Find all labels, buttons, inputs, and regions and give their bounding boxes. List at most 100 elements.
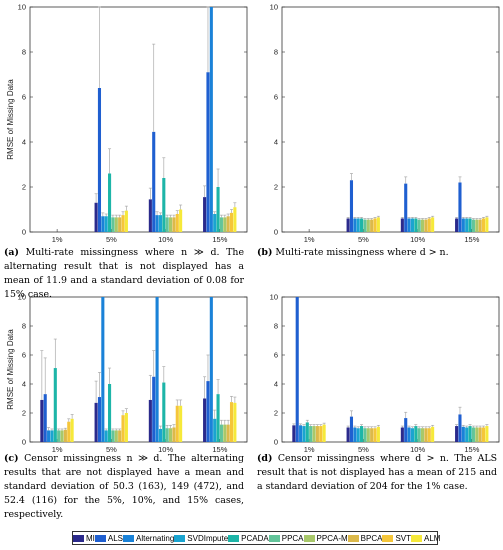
bar-mi [455,218,459,232]
bar-alternating [155,297,159,442]
bar-alternating [353,427,357,442]
y-tick-label: 4 [22,138,26,147]
legend-item-alm: ALM [411,534,440,543]
y-tick-label: 10 [18,3,26,12]
bar-mi [203,398,207,442]
x-tick-label: 5% [106,445,117,454]
y-tick-label: 8 [274,48,278,57]
bar-ppca [165,217,169,232]
bar-pcada [305,422,309,442]
bar-bpca [370,428,374,442]
bar-svdimpute [158,215,162,232]
bar-mi [400,218,404,232]
bar-ppca [471,219,475,232]
bar-ppca [363,219,367,232]
bar-bpca [424,219,428,232]
bar-als [404,183,408,232]
bar-mi [148,399,152,442]
bar-alm [322,424,326,442]
legend-label: PPCA-M [316,533,348,543]
bar-bpca [172,217,176,232]
bar-pcada [108,173,112,232]
bar-ppca-m [366,428,370,442]
x-tick-label: 10% [158,235,173,244]
bar-ppca [111,430,115,442]
y-axis-label: RMSE of Missing Data [6,79,15,160]
caption-a-tag: (a) [4,247,19,258]
bar-ppca-m [312,426,316,442]
bar-ppca-m [475,219,479,232]
bar-svdimpute [356,218,360,232]
bar-ppca-m [420,219,425,232]
bar-ppca [165,428,169,442]
bar-ppca-m [420,428,425,442]
y-tick-label: 8 [22,322,26,331]
chart-panel-a: 0 2 4 6 8 10 RMSE of Missing Data 1% 5% 10% 15% [6,3,248,244]
bar-bpca [172,427,176,442]
y-tick-label: 6 [22,351,26,360]
legend-label: Alternating [136,533,175,543]
bar-svt [121,215,125,232]
bar-svt [319,426,323,442]
legend-item-alternating: Alternating [123,534,174,543]
bar-svt [481,427,486,442]
bar-als [206,381,210,442]
legend-item-pcada: PCADA [228,534,269,543]
bar-ppca [471,427,475,442]
bar-mi [455,426,459,442]
x-tick-label: 1% [52,445,63,454]
x-tick-label: 15% [464,235,479,244]
legend-label: ALM [424,533,441,543]
x-tick-label: 15% [212,445,227,454]
plot-frame [281,6,500,233]
bar-als [97,397,102,442]
bar-alternating [407,218,411,232]
legend-label: PCADA [241,533,269,543]
bar-alternating [299,425,303,442]
legend: MI ALS Alternating SVDImpute PCADA PPCA PPCA-M… [72,531,440,545]
y-tick-label: 8 [22,48,26,57]
caption-c: (c) Censor missingness n ≫ d. The altern… [4,452,244,522]
bar-alternating [47,430,51,442]
bar-svt [67,421,71,442]
bar-bpca [63,429,67,442]
x-tick-label: 10% [410,445,425,454]
legend-item-svdimpute: SVDImpute [174,534,228,543]
bar-ppca-m [60,430,64,442]
bar-svt [373,428,377,442]
bar-alternating [461,218,465,232]
bar-alm [179,209,183,232]
caption-d-tag: (d) [257,453,273,464]
legend-swatch [382,534,394,542]
y-tick-label: 4 [274,380,278,389]
legend-item-ppca: PPCA [268,534,304,543]
bar-pcada [53,368,57,442]
y-tick-label: 2 [274,409,278,418]
legend-swatch [347,534,359,542]
bar-ppca-m [114,430,118,442]
plot-frame [29,296,248,443]
bar-alm [376,426,380,442]
bar-alternating [101,297,105,442]
caption-c-tag: (c) [4,453,19,464]
legend-item-svt: SVT [382,534,411,543]
x-tick-label: 1% [304,235,315,244]
bar-ppca-m [223,217,227,232]
bar-svt [481,218,486,232]
bar-ppca [417,428,421,442]
x-tick-label: 15% [212,235,227,244]
bar-als [349,180,354,232]
bar-svt [175,405,179,442]
bar-als [349,416,354,442]
bar-ppca-m [475,427,479,442]
bar-alm [124,210,128,232]
y-tick-label: 8 [274,322,278,331]
legend-item-mi: MI [73,534,95,543]
bar-svt [373,218,377,232]
bar-alternating [407,427,411,442]
legend-swatch [94,534,106,542]
y-tick-label: 2 [22,183,26,192]
x-tick-label: 1% [304,445,315,454]
caption-b-tag: (b) [257,247,273,258]
